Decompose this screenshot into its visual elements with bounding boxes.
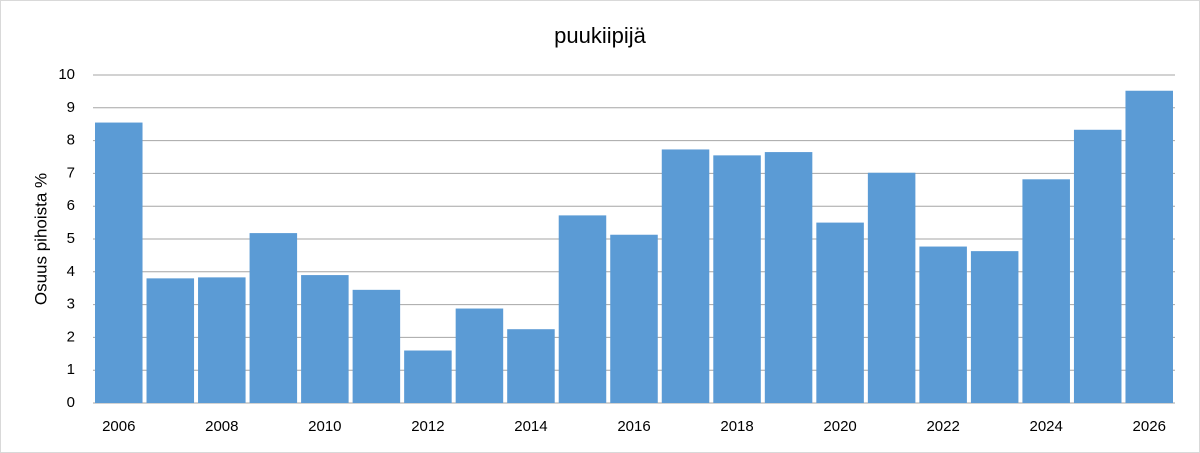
bar <box>507 329 555 403</box>
bar <box>146 278 195 403</box>
x-tick-label: 2006 <box>102 418 135 435</box>
bar <box>1073 129 1122 403</box>
chart-title: puukiipijä <box>554 23 646 48</box>
bar <box>249 233 298 403</box>
x-tick-label: 2020 <box>823 418 856 435</box>
y-tick-label: 6 <box>67 197 75 214</box>
x-tick-label: 2026 <box>1133 418 1166 435</box>
bar <box>301 275 349 403</box>
x-tick-label: 2022 <box>926 418 959 435</box>
x-tick-label: 2008 <box>205 418 238 435</box>
bar <box>198 277 246 403</box>
x-tick-label: 2010 <box>308 418 341 435</box>
bar <box>404 350 452 403</box>
y-tick-label: 0 <box>67 394 75 411</box>
y-tick-label: 7 <box>67 164 75 181</box>
y-tick-label: 9 <box>67 99 75 116</box>
bar <box>816 222 864 403</box>
x-tick-label: 2016 <box>617 418 650 435</box>
bar <box>764 152 813 403</box>
y-tick-label: 1 <box>67 361 75 378</box>
bar <box>610 234 658 403</box>
y-tick-label: 2 <box>67 328 75 345</box>
bar <box>713 155 761 403</box>
x-tick-label: 2012 <box>411 418 444 435</box>
bar <box>970 251 1019 403</box>
y-tick-label: 4 <box>67 263 75 280</box>
bar <box>558 215 607 403</box>
y-tick-label: 8 <box>67 132 75 149</box>
y-tick-label: 3 <box>67 296 75 313</box>
y-tick-label: 5 <box>67 230 75 247</box>
x-tick-label: 2024 <box>1030 418 1063 435</box>
bar <box>867 172 916 403</box>
bar <box>919 246 967 403</box>
bar <box>455 308 504 403</box>
bar <box>352 289 401 403</box>
x-tick-label: 2014 <box>514 418 547 435</box>
bar <box>661 149 710 403</box>
x-tick-label: 2018 <box>720 418 753 435</box>
y-axis-label: Osuus pihoista % <box>31 173 50 305</box>
bar <box>95 122 143 403</box>
bar <box>1022 179 1070 403</box>
bar <box>1125 90 1173 403</box>
y-tick-label: 10 <box>58 66 75 83</box>
